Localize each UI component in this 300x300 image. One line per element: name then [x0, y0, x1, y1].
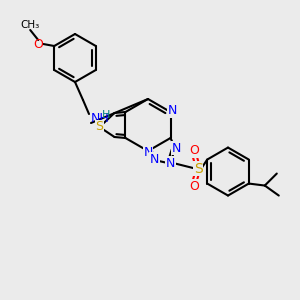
- Text: H: H: [102, 110, 110, 120]
- Text: S: S: [194, 162, 203, 176]
- Text: O: O: [33, 38, 43, 50]
- Text: O: O: [189, 144, 199, 157]
- Text: N: N: [166, 157, 175, 170]
- Text: NH: NH: [91, 112, 110, 124]
- Text: O: O: [189, 180, 199, 193]
- Text: N: N: [168, 104, 177, 118]
- Text: S: S: [95, 121, 104, 134]
- Text: N: N: [150, 152, 159, 166]
- Text: N: N: [172, 142, 181, 154]
- Text: N: N: [143, 146, 153, 158]
- Text: CH₃: CH₃: [21, 20, 40, 30]
